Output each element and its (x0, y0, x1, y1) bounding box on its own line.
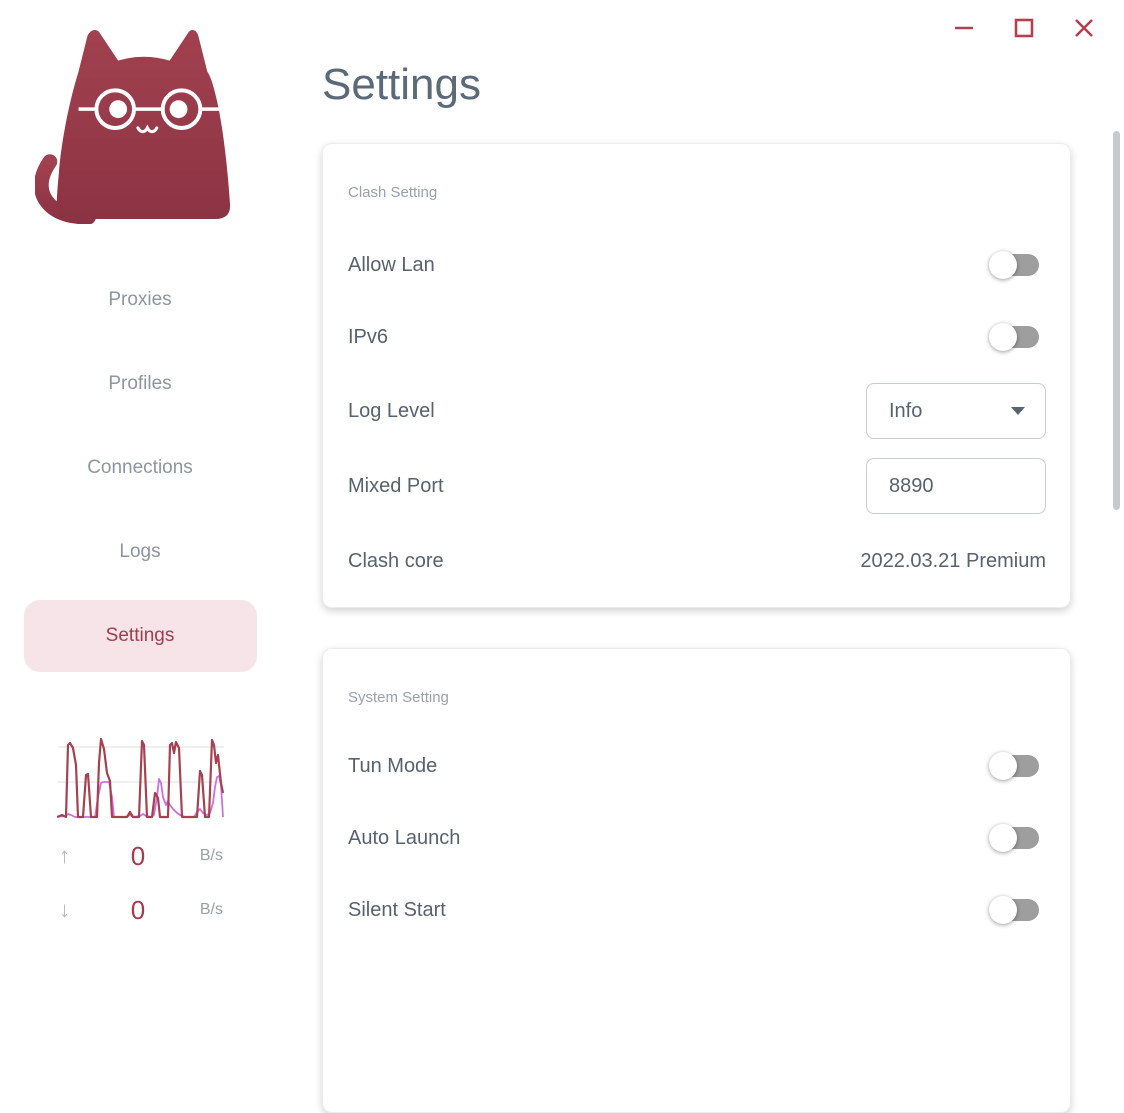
download-speed-unit: B/s (199, 901, 223, 918)
setting-row-allow-lan: Allow Lan (348, 237, 1046, 293)
upload-speed-value: 0 (130, 840, 146, 871)
upload-speed-unit: B/s (199, 847, 223, 864)
mixed-port-input[interactable] (866, 458, 1046, 514)
toggle-knob (989, 323, 1017, 351)
window-controls (952, 16, 1096, 40)
auto-launch-toggle[interactable] (989, 824, 1039, 852)
nav-label: Connections (87, 457, 193, 478)
row-label: Silent Start (348, 898, 446, 921)
sidebar-item-settings[interactable]: Settings (23, 600, 257, 672)
setting-row-auto-launch: Auto Launch (348, 810, 1046, 866)
toggle-knob (989, 824, 1017, 852)
tun-mode-toggle[interactable] (989, 752, 1039, 780)
setting-row-silent-start: Silent Start (348, 882, 1046, 938)
setting-row-tun-mode: Tun Mode (348, 738, 1046, 794)
row-label: Log Level (348, 399, 435, 422)
setting-row-clash-core: Clash core 2022.03.21 Premium (348, 533, 1046, 589)
traffic-graph-red-line (57, 737, 225, 819)
setting-row-mixed-port: Mixed Port (348, 458, 1046, 514)
ipv6-toggle[interactable] (989, 323, 1039, 351)
sidebar-item-connections[interactable]: Connections (24, 432, 257, 504)
section-label: System Setting (348, 689, 449, 706)
nav-label: Proxies (108, 289, 172, 310)
sidebar-nav: Proxies Profiles Connections Logs Settin… (0, 264, 280, 684)
minimize-button[interactable] (952, 16, 976, 40)
row-label: Clash core (348, 549, 444, 572)
row-label: Allow Lan (348, 253, 435, 276)
download-stat-row: ↓ 0 B/s (57, 893, 225, 927)
nav-label: Logs (119, 541, 161, 562)
traffic-graph (57, 737, 225, 819)
close-icon (1075, 19, 1093, 37)
vertical-scrollbar-thumb[interactable] (1113, 131, 1120, 510)
nav-label: Settings (105, 625, 175, 646)
toggle-knob (989, 896, 1017, 924)
traffic-panel: ↑ 0 B/s ↓ 0 B/s (57, 735, 225, 927)
toggle-knob (989, 752, 1017, 780)
clash-setting-card: Clash Setting Allow Lan IPv6 Log Level I… (322, 143, 1071, 608)
download-speed-value: 0 (130, 894, 146, 925)
sidebar: Proxies Profiles Connections Logs Settin… (0, 0, 280, 937)
system-setting-card: System Setting Tun Mode Auto Launch Sile… (322, 648, 1071, 1113)
traffic-graph-pink-line (57, 775, 224, 818)
arrow-up-icon: ↑ (59, 843, 70, 868)
row-label: Tun Mode (348, 754, 438, 777)
chevron-down-icon (1011, 407, 1025, 415)
sidebar-item-profiles[interactable]: Profiles (24, 348, 257, 420)
toggle-knob (989, 251, 1017, 279)
page-title: Settings (322, 60, 481, 109)
allow-lan-toggle[interactable] (989, 251, 1039, 279)
maximize-icon (1014, 18, 1034, 38)
section-label: Clash Setting (348, 184, 438, 201)
row-label: Mixed Port (348, 474, 444, 497)
sidebar-item-logs[interactable]: Logs (24, 516, 257, 588)
nav-label: Profiles (108, 373, 172, 394)
setting-row-log-level: Log Level Info (348, 383, 1046, 439)
log-level-select[interactable]: Info (866, 383, 1046, 439)
cat-logo-icon (33, 26, 233, 225)
close-button[interactable] (1072, 16, 1096, 40)
silent-start-toggle[interactable] (989, 896, 1039, 924)
clash-core-version: 2022.03.21 Premium (860, 549, 1046, 572)
log-level-selected-value: Info (889, 399, 923, 422)
arrow-down-icon: ↓ (59, 897, 70, 922)
maximize-button[interactable] (1012, 16, 1036, 40)
setting-row-ipv6: IPv6 (348, 309, 1046, 365)
minimize-icon (955, 26, 973, 30)
row-label: IPv6 (348, 325, 389, 348)
upload-stat-row: ↑ 0 B/s (57, 839, 225, 873)
row-label: Auto Launch (348, 826, 461, 849)
sidebar-item-proxies[interactable]: Proxies (24, 264, 257, 336)
